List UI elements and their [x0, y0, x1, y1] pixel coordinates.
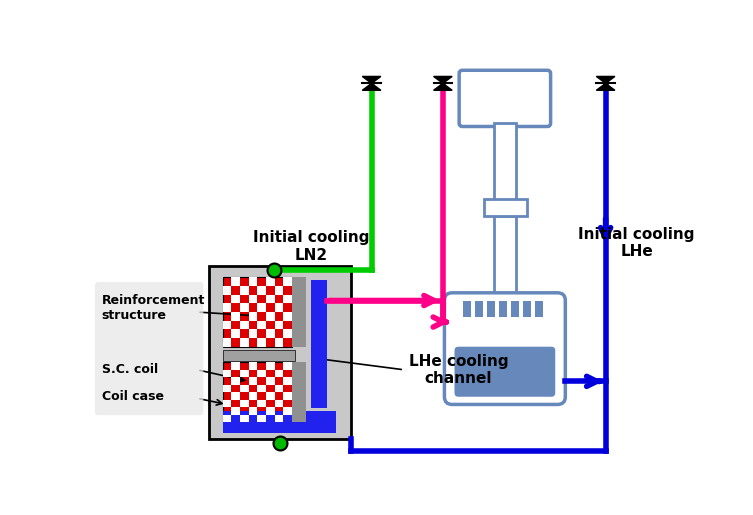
Bar: [266, 295, 275, 303]
Bar: [231, 392, 240, 400]
Bar: [275, 321, 283, 330]
Bar: [283, 295, 291, 303]
Bar: [223, 362, 291, 422]
Bar: [223, 370, 231, 377]
FancyBboxPatch shape: [459, 70, 550, 127]
Bar: [240, 385, 248, 392]
Bar: [258, 303, 266, 312]
Bar: [283, 377, 291, 385]
FancyBboxPatch shape: [95, 282, 203, 415]
Bar: [223, 385, 231, 392]
Bar: [248, 330, 258, 338]
Text: S.C. coil: S.C. coil: [102, 363, 158, 376]
Bar: [283, 392, 291, 400]
Bar: [283, 330, 291, 338]
Bar: [291, 362, 306, 422]
Bar: [231, 312, 240, 321]
Bar: [240, 303, 248, 312]
Bar: [484, 199, 526, 216]
Polygon shape: [362, 76, 381, 83]
Bar: [275, 370, 283, 377]
Bar: [311, 280, 327, 408]
Bar: [258, 400, 266, 407]
Bar: [248, 407, 258, 415]
Bar: [275, 286, 283, 295]
Bar: [248, 278, 258, 286]
Bar: [223, 415, 231, 422]
Bar: [266, 392, 275, 400]
Bar: [266, 377, 275, 385]
Polygon shape: [596, 76, 615, 83]
Text: LHe cooling
channel: LHe cooling channel: [409, 354, 508, 386]
Bar: [475, 300, 483, 317]
Bar: [240, 400, 248, 407]
Polygon shape: [596, 83, 615, 90]
Bar: [523, 300, 531, 317]
Bar: [231, 278, 240, 286]
Bar: [223, 350, 295, 360]
Text: Initial cooling
LN2: Initial cooling LN2: [253, 230, 370, 263]
Bar: [258, 338, 266, 347]
Bar: [223, 400, 231, 407]
Bar: [258, 385, 266, 392]
Bar: [275, 415, 283, 422]
Bar: [240, 286, 248, 295]
Bar: [231, 362, 240, 370]
Bar: [209, 266, 352, 439]
Polygon shape: [362, 83, 381, 90]
Bar: [487, 300, 495, 317]
Bar: [248, 377, 258, 385]
Bar: [511, 300, 519, 317]
Bar: [231, 330, 240, 338]
Text: Reinforcement
structure: Reinforcement structure: [102, 294, 206, 322]
Bar: [240, 338, 248, 347]
Bar: [535, 300, 542, 317]
Bar: [248, 392, 258, 400]
Bar: [266, 278, 275, 286]
FancyBboxPatch shape: [444, 293, 566, 404]
Bar: [258, 370, 266, 377]
Bar: [258, 415, 266, 422]
Bar: [248, 312, 258, 321]
Text: Initial cooling
LHe: Initial cooling LHe: [578, 227, 695, 259]
Text: Coil case: Coil case: [102, 390, 164, 403]
Bar: [231, 295, 240, 303]
Bar: [275, 338, 283, 347]
Bar: [231, 377, 240, 385]
Bar: [283, 312, 291, 321]
Polygon shape: [434, 83, 452, 90]
Bar: [291, 278, 306, 347]
Bar: [240, 415, 248, 422]
Bar: [283, 362, 291, 370]
Bar: [223, 278, 291, 347]
Bar: [248, 295, 258, 303]
Bar: [223, 303, 231, 312]
Bar: [266, 312, 275, 321]
Bar: [275, 303, 283, 312]
Bar: [248, 362, 258, 370]
Bar: [258, 321, 266, 330]
Bar: [258, 286, 266, 295]
Bar: [266, 330, 275, 338]
Bar: [283, 407, 291, 415]
Bar: [223, 338, 231, 347]
Bar: [223, 321, 231, 330]
Bar: [463, 300, 471, 317]
Bar: [223, 286, 231, 295]
Bar: [240, 370, 248, 377]
Bar: [223, 411, 336, 433]
Bar: [231, 407, 240, 415]
Bar: [266, 362, 275, 370]
Bar: [499, 300, 507, 317]
Bar: [266, 407, 275, 415]
Polygon shape: [434, 76, 452, 83]
Bar: [494, 124, 516, 200]
Bar: [494, 216, 516, 300]
Bar: [240, 321, 248, 330]
Bar: [275, 400, 283, 407]
Bar: [283, 278, 291, 286]
FancyBboxPatch shape: [455, 347, 555, 397]
Bar: [275, 385, 283, 392]
